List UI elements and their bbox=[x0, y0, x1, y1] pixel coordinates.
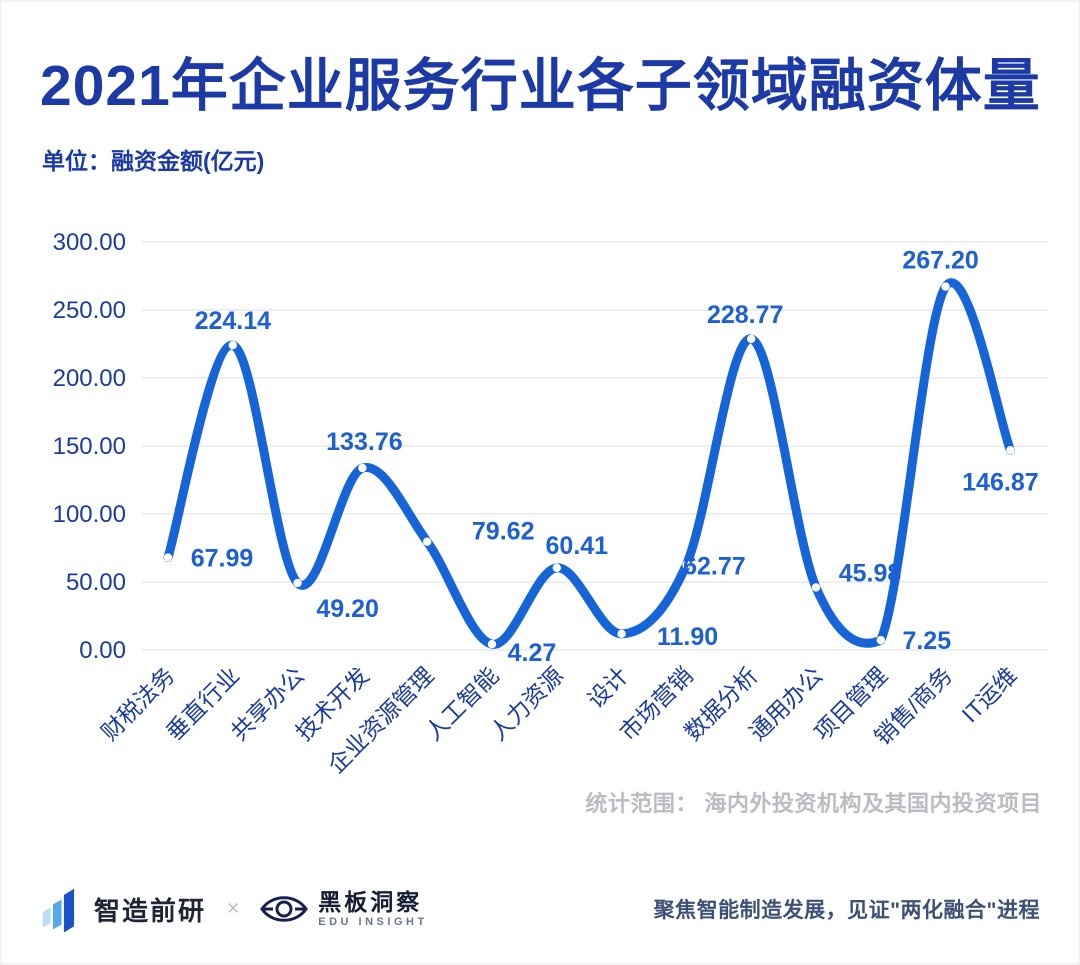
data-value-label: 133.76 bbox=[326, 428, 402, 456]
data-value-label: 267.20 bbox=[902, 247, 978, 275]
data-value-label: 224.14 bbox=[195, 307, 272, 335]
data-point-dot bbox=[487, 639, 497, 649]
statistics-scope-note: 统计范围： 海内外投资机构及其国内投资项目 bbox=[585, 791, 1042, 816]
chart-line bbox=[163, 278, 1015, 649]
data-value-label: 49.20 bbox=[316, 595, 379, 623]
data-point-dot bbox=[552, 563, 561, 573]
data-value-label: 60.41 bbox=[546, 532, 609, 560]
brand2: 黑板洞察 EDU INSIGHT bbox=[260, 889, 427, 928]
y-axis-label: 200.00 bbox=[53, 365, 126, 392]
data-point-dot bbox=[617, 629, 626, 639]
x-axis-label: 设计 bbox=[582, 662, 633, 713]
data-point-dot bbox=[163, 553, 173, 562]
y-axis-label: 150.00 bbox=[53, 433, 126, 460]
heiban-dongcha-eye-icon bbox=[260, 896, 309, 922]
data-value-label: 4.27 bbox=[508, 639, 557, 667]
y-axis-label: 250.00 bbox=[53, 297, 126, 324]
data-point-dot bbox=[682, 560, 691, 569]
brand2-subtitle: EDU INSIGHT bbox=[318, 915, 428, 928]
data-value-label: 45.98 bbox=[839, 559, 902, 587]
financing-line-chart: 300.00 250.00 200.00 150.00 100.00 50.00 0.00 6… bbox=[53, 229, 1048, 778]
brand2-name: 黑板洞察 bbox=[318, 889, 423, 916]
y-axis-label: 50.00 bbox=[66, 569, 126, 596]
data-value-label: 67.99 bbox=[191, 545, 254, 573]
footer-tagline: 聚焦智能制造发展，见证"两化融合"进程 bbox=[653, 899, 1040, 922]
y-axis-label: 0.00 bbox=[79, 637, 126, 664]
unit-label: 单位：融资金额(亿元) bbox=[42, 148, 265, 174]
y-axis-label: 300.00 bbox=[53, 229, 126, 256]
x-axis-label: IT运维 bbox=[957, 662, 1022, 727]
data-value-label: 146.87 bbox=[962, 468, 1038, 496]
data-point-dot bbox=[1006, 446, 1015, 455]
data-point-dot bbox=[358, 463, 367, 473]
data-point-dot bbox=[747, 334, 756, 344]
zhizao-qianyan-logo-icon bbox=[42, 888, 75, 933]
data-point-dot bbox=[876, 635, 885, 645]
footer: 智造前研 ✕ 黑板洞察 EDU INSIGHT 聚焦智能制造发展，见证"两化融合… bbox=[0, 853, 1080, 965]
brand-logos: 智造前研 ✕ 黑板洞察 EDU INSIGHT bbox=[40, 884, 428, 934]
collab-x-icon: ✕ bbox=[226, 899, 241, 918]
data-value-label: 7.25 bbox=[902, 627, 951, 655]
data-point-dot bbox=[228, 340, 237, 350]
y-axis-label: 100.00 bbox=[53, 501, 126, 528]
data-value-label: 62.77 bbox=[683, 553, 746, 581]
data-value-label: 79.62 bbox=[472, 518, 535, 546]
data-point-dot bbox=[811, 583, 821, 592]
brand1-name: 智造前研 bbox=[94, 895, 207, 926]
data-value-label: 228.77 bbox=[707, 301, 783, 329]
data-point-dot bbox=[941, 282, 950, 291]
data-point-dot bbox=[423, 537, 432, 546]
page-title: 2021年企业服务行业各子领域融资体量 bbox=[40, 54, 1041, 118]
data-point-dot bbox=[293, 578, 302, 588]
data-value-label: 11.90 bbox=[657, 623, 718, 651]
